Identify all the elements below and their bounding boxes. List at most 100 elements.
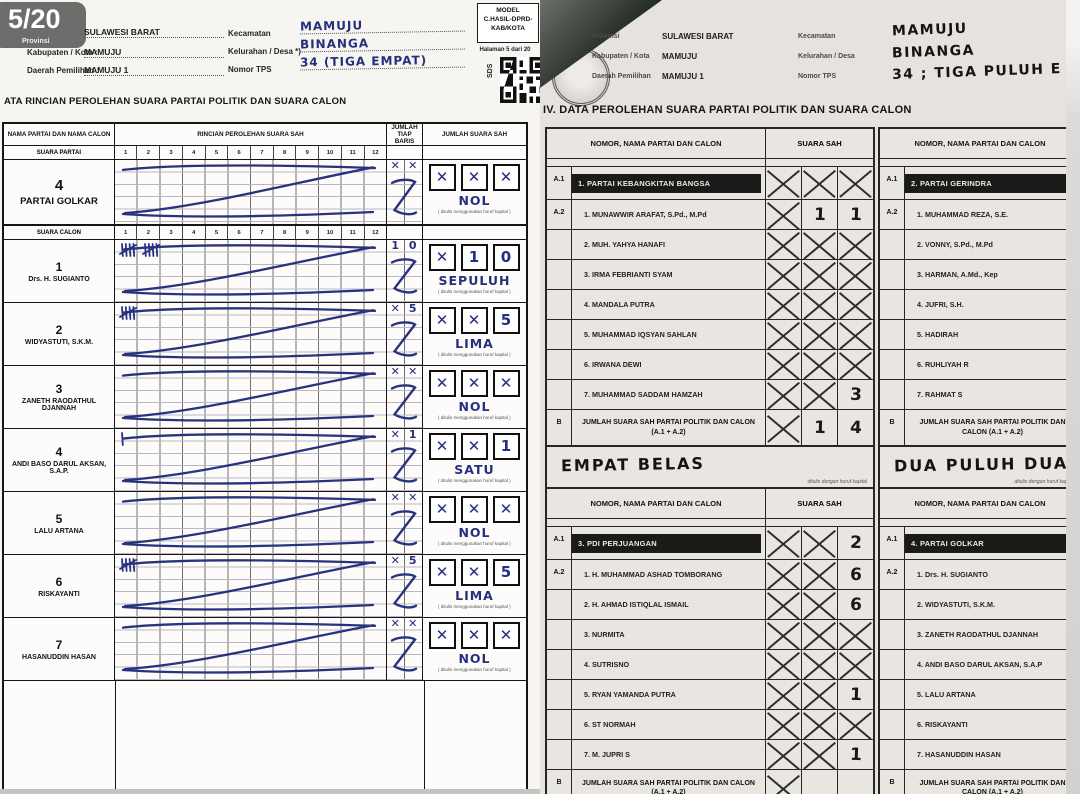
tick-number: 8 bbox=[274, 146, 297, 159]
sum-digit: ✕ bbox=[435, 168, 450, 186]
tick-number: 4 bbox=[183, 146, 206, 159]
crossed-cell bbox=[765, 590, 801, 619]
crossed-cell bbox=[765, 560, 801, 589]
row-total-mark: 1 bbox=[408, 428, 418, 441]
row-label-spacer bbox=[880, 290, 904, 319]
crossed-cell bbox=[765, 167, 801, 199]
tally-grid-overlay bbox=[115, 618, 386, 680]
capital-note: ( ditulis menggunakan huruf kapital ) bbox=[438, 209, 511, 215]
candidate-name: PARTAI GOLKAR bbox=[20, 196, 98, 207]
vote-digit: 1 bbox=[849, 204, 862, 225]
crossed-cell bbox=[765, 410, 801, 445]
row-total-mark: ✕ bbox=[390, 159, 401, 172]
row-label-spacer bbox=[547, 380, 571, 409]
party-row: A.1 1. PARTAI KEBANGKITAN BANGSA bbox=[547, 167, 873, 200]
sum-word: NOL bbox=[458, 193, 491, 208]
crossed-cell bbox=[837, 290, 873, 319]
row-total-overlay bbox=[387, 376, 422, 428]
tick-number: 11 bbox=[342, 226, 365, 239]
row-label-spacer bbox=[880, 650, 904, 679]
tally-block: 5 LALU ARTANA ✕ ✕ ✕ ✕ ✕ NOL( ditulis mengguna… bbox=[4, 492, 526, 555]
left-section-title: ATA RINCIAN PEROLEHAN SUARA PARTAI POLIT… bbox=[4, 96, 347, 107]
row-label-spacer bbox=[880, 260, 904, 289]
tick-number: 10 bbox=[319, 146, 342, 159]
sum-digit-box: ✕ bbox=[461, 622, 488, 649]
row-label-b: B bbox=[556, 419, 562, 426]
row-total-mark: ✕ bbox=[408, 491, 419, 504]
row-label-spacer bbox=[880, 740, 904, 769]
crossed-cell bbox=[801, 230, 837, 259]
kabupaten-value: MAMUJU bbox=[84, 47, 224, 58]
crossed-cell bbox=[801, 527, 837, 559]
sum-digit-box: ✕ bbox=[493, 370, 520, 397]
tally-grid-overlay bbox=[115, 492, 386, 554]
candidate-name: 1. MUNAWWIR ARAFAT, S.Pd., M.Pd bbox=[584, 210, 707, 219]
vote-digit: 6 bbox=[849, 564, 862, 585]
tally-block: 6 RISKAYANTI ✕ 5 ✕ ✕ 5 LIMA( ditulis mengguna… bbox=[4, 555, 526, 618]
row-label-a2: A.2 bbox=[886, 569, 898, 576]
tally-grid-overlay bbox=[115, 303, 386, 365]
row-label-b: B bbox=[556, 779, 562, 786]
jumlah-note: ditulis dengan huruf kapital bbox=[807, 479, 868, 485]
tps-label: Nomor TPS bbox=[228, 65, 272, 74]
sum-digit-box: ✕ bbox=[493, 164, 520, 191]
row-total-marks: ✕ ✕ bbox=[387, 160, 422, 172]
sub-spacer-name bbox=[547, 519, 765, 526]
qr-code-icon bbox=[500, 57, 540, 108]
capital-note: ( ditulis menggunakan huruf kapital ) bbox=[438, 352, 511, 358]
party-name-cell: 2. PARTAI GERINDRA bbox=[904, 167, 1080, 199]
crossed-cell bbox=[765, 230, 801, 259]
row-label-spacer bbox=[880, 230, 904, 259]
candidate-name: 7. RAHMAT S bbox=[917, 390, 963, 399]
table-pdi-perjuangan: NOMOR, NAMA PARTAI DAN CALON SUARA SAH A.1… bbox=[545, 487, 875, 794]
tally-grid bbox=[115, 618, 387, 680]
crossed-cell bbox=[801, 680, 837, 709]
r-kelurahan-value-handwritten: BINANGA bbox=[891, 42, 976, 62]
provinsi-label: Provinsi bbox=[22, 38, 50, 45]
sum-word: NOL bbox=[458, 525, 491, 540]
jumlah-label: JUMLAH SUARA SAH PARTAI POLITIK DAN CALO… bbox=[904, 410, 1080, 445]
candidate-name: ZANETH RAODATHUL DJANNAH bbox=[21, 398, 97, 412]
row-label-spacer bbox=[547, 590, 571, 619]
candidate-cell: 3 ZANETH RAODATHUL DJANNAH bbox=[4, 366, 115, 428]
table-header-row: NOMOR, NAMA PARTAI DAN CALON bbox=[880, 129, 1080, 159]
capital-note: ( ditulis menggunakan huruf kapital ) bbox=[438, 415, 511, 421]
row-label-a1: A.1 bbox=[886, 536, 898, 543]
sum-digit: ✕ bbox=[435, 248, 450, 266]
row-label-a2: A.2 bbox=[553, 209, 565, 216]
candidate-number: 3 bbox=[55, 382, 63, 396]
crossout-scribble bbox=[121, 432, 377, 485]
candidate-cell: 2 WIDYASTUTI, S.K.M. bbox=[4, 303, 115, 365]
sub-header-row bbox=[547, 159, 873, 167]
row-total-mark: ✕ bbox=[390, 365, 401, 378]
row-label-a2: A.2 bbox=[553, 569, 565, 576]
vote-digit-cell: 1 bbox=[801, 410, 837, 445]
crossed-cell bbox=[801, 560, 837, 589]
candidate-votes bbox=[765, 230, 873, 259]
tally-grid bbox=[115, 366, 387, 428]
sum-digit: ✕ bbox=[467, 374, 482, 392]
candidate-number: 1 bbox=[55, 259, 63, 274]
row-total-overlay bbox=[387, 250, 422, 302]
jumlah-row: B JUMLAH SUARA SAH PARTAI POLITIK DAN CAL… bbox=[547, 770, 873, 794]
crossed-cell bbox=[801, 350, 837, 379]
section-row: SUARA CALON 1 2 3 4 5 6 7 8 9 10 11 12 bbox=[4, 225, 526, 240]
candidate-number: 2 bbox=[55, 322, 63, 337]
sub-spacer-votes bbox=[765, 159, 873, 166]
crossout-z bbox=[390, 510, 418, 546]
row-total-marks: ✕ ✕ bbox=[387, 618, 422, 630]
candidate-name-cell: 5. MUHAMMAD IQSYAN SAHLAN bbox=[571, 320, 765, 349]
candidate-row: 6. RISKAYANTI bbox=[880, 710, 1080, 740]
tick-number: 9 bbox=[296, 146, 320, 159]
crossed-cell bbox=[837, 710, 873, 739]
header-nama-partai: NAMA PARTAI DAN NAMA CALON bbox=[4, 124, 115, 145]
row-label-spacer bbox=[547, 710, 571, 739]
sum-cell: ✕ ✕ ✕ NOL( ditulis menggunakan huruf kapita… bbox=[423, 618, 526, 680]
sub-spacer-votes bbox=[765, 519, 873, 526]
r-provinsi-label: Provinsi bbox=[592, 33, 620, 40]
candidate-votes: 6 bbox=[765, 590, 873, 619]
candidate-row: 4. MANDALA PUTRA bbox=[547, 290, 873, 320]
tally-grid-overlay bbox=[115, 160, 386, 224]
tick-numbers: 1 2 3 4 5 6 7 8 9 10 11 12 bbox=[115, 226, 388, 239]
